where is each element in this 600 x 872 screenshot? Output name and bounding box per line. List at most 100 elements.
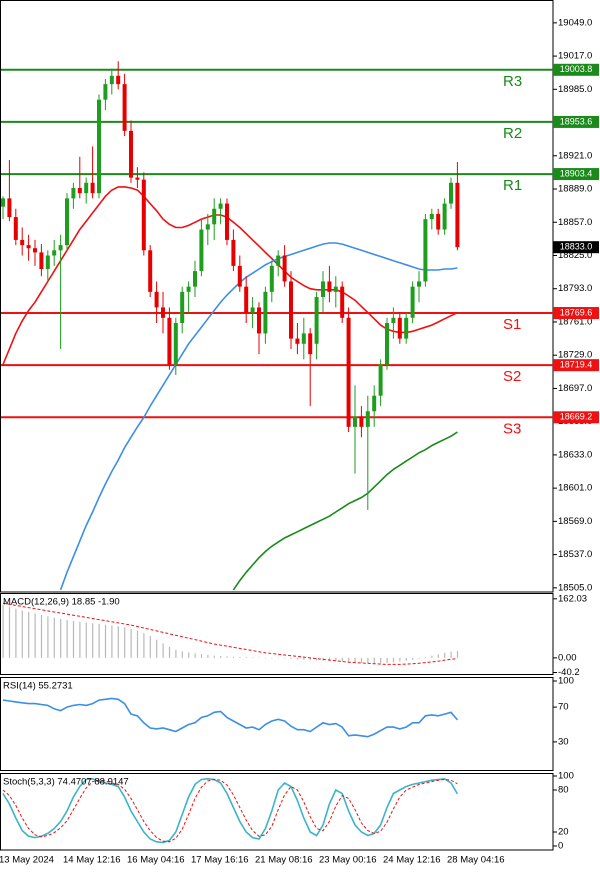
level-price: 18769.6: [560, 307, 593, 317]
indicator-line: [232, 431, 458, 591]
y-tick-label: 18857.0: [558, 217, 592, 228]
indicator-line: [2, 778, 458, 843]
histogram-bar: [47, 616, 49, 658]
x-tick-label: 28 May 04:16: [447, 855, 505, 866]
candle-body: [269, 265, 274, 292]
histogram-bar: [264, 657, 267, 659]
histogram-bar: [431, 655, 433, 658]
y-tick-label: 0.00: [558, 652, 577, 663]
histogram-bar: [28, 611, 30, 658]
indicator-line: [2, 186, 458, 365]
candle-body: [135, 177, 140, 180]
candle-body: [250, 307, 255, 313]
histogram-bar: [405, 657, 407, 661]
indicator-line: [59, 242, 458, 591]
candle-body: [289, 281, 293, 339]
candle-body: [90, 182, 95, 194]
level-price-box: [553, 63, 599, 76]
candle-body: [84, 182, 89, 194]
x-tick-label: 24 May 12:16: [383, 855, 441, 866]
panel-title: Stoch(5,3,3) 74.4707 88.9147: [3, 777, 129, 788]
candle-body: [129, 130, 133, 178]
y-tick-label: 18889.0: [558, 184, 592, 195]
histogram-bar: [149, 636, 151, 658]
candle-body: [365, 411, 370, 427]
indicator-line: [2, 697, 459, 738]
candle-body: [154, 291, 159, 308]
histogram-bar: [437, 654, 439, 658]
y-tick-label: 30: [558, 736, 569, 747]
candle-body: [122, 84, 127, 131]
x-tick-label: 21 May 08:16: [255, 855, 313, 866]
candle-body: [45, 255, 50, 269]
histogram-bar: [72, 621, 75, 658]
histogram-bar: [143, 633, 145, 658]
histogram-bar: [34, 613, 36, 658]
candle-body: [20, 239, 25, 246]
histogram-bar: [252, 657, 254, 659]
histogram-bar: [21, 610, 23, 658]
level-name: S2: [503, 368, 521, 385]
level-price-box: [553, 115, 599, 128]
candle-body: [301, 333, 306, 344]
candle-body: [417, 281, 421, 287]
histogram-bar: [188, 652, 190, 658]
histogram-bar: [79, 621, 81, 658]
histogram-bar: [162, 643, 164, 658]
histogram-bar: [341, 657, 343, 662]
histogram-bar: [290, 657, 292, 659]
candle-body: [77, 187, 82, 194]
y-tick-label: 162.03: [558, 593, 587, 604]
histogram-bar: [316, 657, 318, 661]
histogram-bar: [111, 625, 113, 658]
candle-body: [385, 323, 389, 365]
y-tick-label: 80: [558, 785, 569, 796]
candle-body: [423, 219, 428, 282]
panel-title: RSI(14) 55.2731: [3, 681, 73, 692]
y-tick-label: 19049.0: [558, 17, 592, 28]
histogram-bar: [98, 623, 100, 658]
panel: [2, 777, 459, 844]
level-name: R2: [503, 125, 522, 142]
y-tick-label: 20: [558, 827, 569, 838]
candle-body: [455, 182, 460, 248]
level-price-box: [553, 359, 599, 372]
level-name: S1: [503, 316, 521, 333]
candle-body: [429, 213, 434, 220]
stoch-frame: [0, 773, 554, 851]
candle-body: [167, 317, 172, 365]
y-tick-label: 18601.0: [558, 483, 592, 494]
y-tick-label: 18825.0: [558, 250, 592, 261]
histogram-bar: [104, 624, 107, 658]
y-tick-label: 18697.0: [558, 383, 592, 394]
candle-body: [404, 317, 409, 339]
candle-body: [33, 248, 37, 253]
histogram-bar: [277, 657, 279, 659]
candle-body: [244, 286, 249, 313]
macd-frame: [0, 593, 554, 675]
level-price-box: [553, 411, 599, 424]
y-tick-label: 18921.0: [558, 150, 592, 161]
histogram-bar: [213, 655, 215, 658]
histogram-bar: [418, 657, 420, 659]
histogram-bar: [130, 628, 132, 658]
histogram-bar: [296, 657, 299, 660]
histogram-bar: [124, 627, 126, 658]
candle-body: [231, 239, 236, 266]
x-tick-label: 13 May 2024: [0, 855, 54, 866]
histogram-bar: [450, 651, 452, 658]
histogram-bar: [53, 617, 55, 658]
candle-body: [193, 271, 197, 287]
candle-body: [205, 224, 210, 230]
candle-body: [333, 286, 338, 292]
candle-body: [180, 291, 185, 324]
y-tick-label: 18537.0: [558, 549, 592, 560]
candle-body: [58, 245, 63, 251]
candle-body: [442, 203, 447, 230]
histogram-bar: [386, 657, 388, 663]
candle-body: [359, 416, 364, 427]
rsi-frame: [0, 677, 554, 771]
y-tick-label: 18505.0: [558, 582, 592, 593]
candle-body: [225, 203, 229, 240]
